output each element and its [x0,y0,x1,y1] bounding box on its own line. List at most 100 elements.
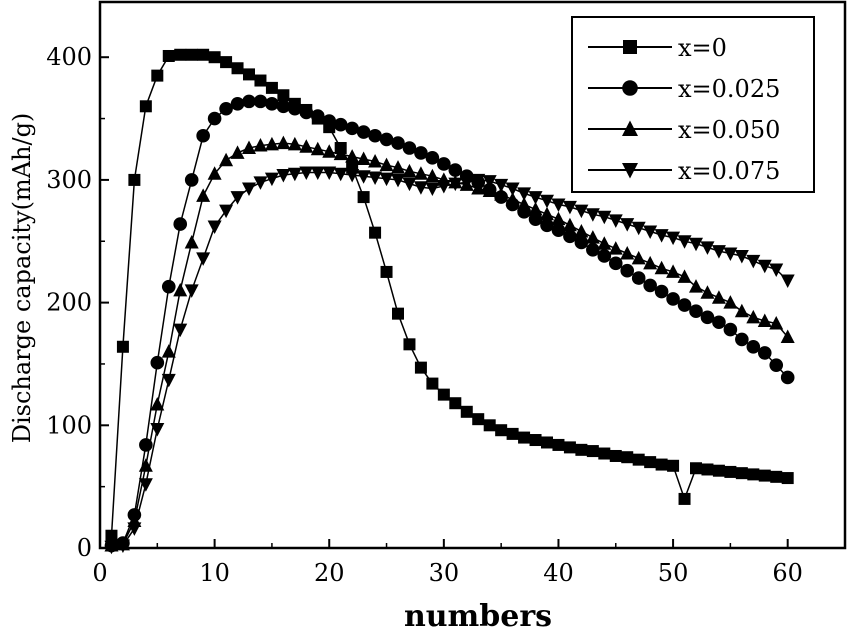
data-point [495,424,508,437]
data-point [482,175,497,189]
legend-marker [622,80,638,96]
data-point [631,221,646,236]
data-point [758,469,771,482]
x-tick-label: 10 [199,559,230,587]
y-tick-label: 200 [46,289,92,317]
data-point [402,141,417,155]
data-point [518,431,531,444]
data-point [735,467,748,480]
data-point [310,109,325,123]
data-point [574,204,589,219]
data-point [333,167,348,182]
data-point [677,298,692,312]
data-point [230,191,245,205]
data-point [173,323,188,338]
data-point [540,218,554,233]
data-point [161,373,176,388]
x-tick-label: 0 [92,559,107,587]
data-point [551,211,566,226]
data-point [585,208,600,222]
data-point [494,178,509,193]
data-point [173,217,188,231]
data-point [253,138,268,152]
data-point [563,229,577,244]
data-point [368,128,382,143]
data-point [197,48,210,61]
data-point [368,171,383,185]
data-point [586,243,600,257]
data-point [597,249,612,263]
data-point [723,322,738,337]
data-point [540,194,554,209]
data-point [724,465,737,478]
data-point [426,377,439,390]
data-point [769,263,784,277]
data-point [288,101,302,116]
data-point [494,187,509,201]
data-point [276,99,291,114]
data-point [734,249,749,264]
data-point [356,151,371,166]
data-point [253,176,268,190]
data-point [746,254,761,269]
data-point [277,89,290,102]
y-tick-label: 400 [46,43,92,71]
data-point [150,422,165,437]
data-point [574,235,589,250]
data-point [689,304,703,318]
data-point [517,196,532,211]
data-point [174,48,187,61]
data-point [425,151,440,165]
data-point [414,361,427,374]
data-point [449,397,462,410]
data-point [472,413,485,426]
data-point [184,173,199,187]
data-point [379,157,394,172]
x-tick-label: 40 [543,559,574,587]
legend-label: x=0.025 [678,75,780,103]
data-point [287,136,302,151]
data-point [654,260,669,275]
legend-item: x=0 [588,34,727,62]
data-point [666,292,680,306]
data-point [620,218,635,232]
data-point [757,259,772,274]
data-point [723,295,738,309]
data-point [701,463,714,476]
data-point [253,94,268,109]
data-point [391,160,405,174]
data-point [242,182,256,196]
data-point [689,279,703,293]
data-point [161,344,176,358]
data-point [448,163,463,177]
data-point [562,217,577,232]
y-tick-label: 0 [77,534,92,562]
data-point [471,173,486,188]
data-point [116,340,129,353]
series-x=0.050 [104,135,795,552]
data-point [161,279,176,294]
series-line [111,142,789,547]
data-point [609,449,622,462]
data-point [780,274,795,289]
data-point [528,212,543,226]
data-point [769,358,784,372]
legend-item: x=0.075 [588,157,780,185]
data-point [689,237,703,252]
data-point [666,264,681,278]
data-point [105,529,118,542]
data-point [585,230,600,244]
data-point [220,56,233,69]
x-tick-label: 20 [314,559,345,587]
data-point [608,256,623,271]
data-point [207,220,222,235]
data-point [769,315,784,330]
data-point [231,62,244,75]
data-point [310,141,325,156]
data-point [506,427,519,440]
data-point [276,169,291,183]
data-point [667,459,680,472]
data-point [369,226,382,239]
data-point [322,144,337,158]
